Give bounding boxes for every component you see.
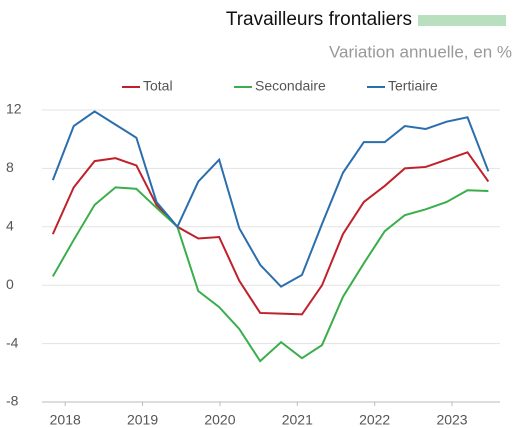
y-tick-label: -4 bbox=[6, 334, 19, 350]
y-tick-label: 4 bbox=[6, 218, 14, 234]
legend-label: Tertiaire bbox=[388, 78, 438, 94]
x-tick-label: 2020 bbox=[204, 412, 235, 428]
y-tick-label: 8 bbox=[6, 159, 14, 175]
x-tick-label: 2021 bbox=[282, 412, 313, 428]
x-tick-label: 2019 bbox=[127, 412, 158, 428]
legend-label: Total bbox=[143, 78, 173, 94]
x-tick-label: 2022 bbox=[359, 412, 390, 428]
legend-label: Secondaire bbox=[255, 78, 326, 94]
y-tick-label: 12 bbox=[6, 101, 22, 117]
line-series bbox=[51, 110, 490, 288]
line-series bbox=[51, 186, 489, 363]
title-accent bbox=[418, 15, 506, 26]
line-series bbox=[51, 151, 490, 316]
x-tick-label: 2018 bbox=[50, 412, 81, 428]
y-tick-label: 0 bbox=[6, 276, 14, 292]
x-tick-label: 2023 bbox=[436, 412, 467, 428]
chart-title: Travailleurs frontaliers bbox=[226, 9, 412, 30]
y-tick-label: -8 bbox=[6, 393, 19, 409]
chart-subtitle: Variation annuelle, en % bbox=[329, 42, 512, 61]
